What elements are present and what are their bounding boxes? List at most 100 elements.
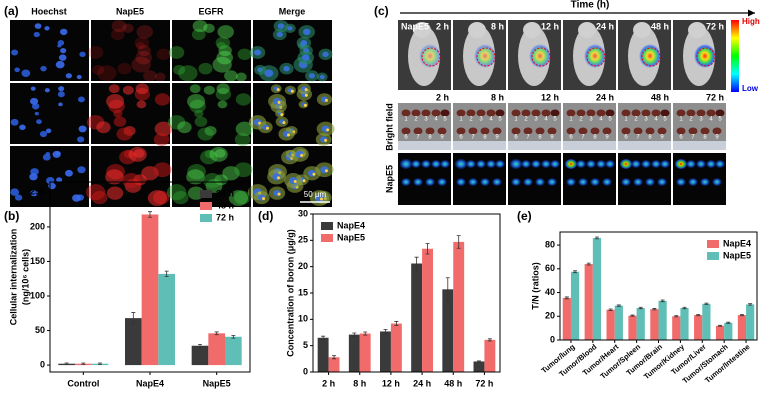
nucleus (57, 91, 65, 98)
nucleus (283, 65, 290, 72)
error-bar (608, 308, 613, 311)
organ-number: 5 (498, 117, 502, 123)
error-bar (64, 362, 69, 365)
cell (235, 72, 247, 82)
organ (413, 127, 423, 135)
nucleus (56, 177, 63, 183)
cell (87, 46, 104, 59)
cell (187, 94, 206, 109)
bar (672, 316, 681, 340)
y-tick-label: 80 (545, 239, 555, 249)
organ (651, 109, 661, 117)
tumor-signal (419, 44, 441, 68)
bar (473, 361, 485, 372)
colorbar (731, 20, 739, 92)
organ-number: 7 (416, 135, 420, 141)
organ-signal (480, 178, 490, 186)
bar (584, 264, 593, 340)
organ-signal (523, 178, 533, 186)
y-tick-label: 150 (30, 256, 45, 266)
cell (194, 116, 208, 127)
error-bar (696, 314, 701, 317)
cell (131, 56, 151, 73)
y-tick-label: 100 (30, 290, 45, 300)
nucleus (308, 73, 315, 79)
spot (324, 98, 328, 102)
error-bar (704, 302, 709, 305)
y-axis-title: (ng/10⁶ cells) (20, 249, 30, 305)
y-tick-label: 40 (545, 287, 555, 297)
nucleus (77, 96, 85, 103)
nucleus (55, 60, 65, 69)
ruler (618, 141, 671, 150)
y-tick-label: 20 (545, 311, 555, 321)
organ-number: 7 (691, 135, 695, 141)
y-axis-title: Cellular internalization (8, 229, 18, 326)
error-bar (445, 277, 450, 302)
cell (166, 184, 187, 201)
error-bar (231, 334, 236, 339)
nucleus (254, 49, 262, 56)
organ (706, 109, 716, 117)
cell (106, 94, 125, 109)
scale-bar-label: 50 μm (304, 190, 327, 199)
bar (390, 323, 402, 372)
legend-label: NapE4 (337, 220, 365, 230)
organ (421, 109, 431, 117)
error-bar (564, 296, 569, 300)
organ (486, 109, 496, 117)
tumor-signal (694, 44, 716, 68)
organ-number: 2 (579, 117, 583, 123)
bar (592, 237, 602, 340)
bar (606, 309, 615, 340)
nucleus (78, 125, 87, 133)
organ-number: 1 (624, 117, 628, 123)
organ (521, 109, 531, 117)
organ-signal (696, 160, 706, 168)
colorbar-high: High (742, 17, 760, 26)
cell (135, 50, 152, 65)
organ (566, 109, 576, 117)
cell (178, 65, 198, 82)
nucleus (14, 67, 20, 73)
y-tick-label: 250 (30, 187, 45, 197)
organ (715, 109, 725, 117)
organ-signal (547, 178, 557, 186)
nucleus (77, 136, 85, 143)
time-label: 72 h (706, 21, 724, 31)
error-bar (98, 362, 102, 365)
y-tick-label: 15 (298, 287, 308, 297)
cell (186, 169, 205, 185)
cell (153, 132, 170, 146)
organ (641, 109, 651, 117)
spot (303, 103, 307, 107)
y-tick-label: 50 (35, 325, 45, 335)
organ (468, 127, 478, 135)
organ (495, 109, 505, 117)
bar (737, 315, 747, 340)
organ (550, 109, 560, 117)
nucleus (36, 119, 42, 125)
organ-number: 2 (524, 117, 528, 123)
cell (110, 28, 125, 41)
nucleus (21, 69, 31, 77)
cell (217, 100, 228, 109)
error-bar (748, 303, 753, 306)
organ-number: 3 (424, 117, 428, 123)
time-label: 24 h (596, 21, 614, 31)
organ (411, 109, 421, 117)
bar (453, 241, 465, 372)
mouse-head (468, 22, 486, 38)
legend-label: NapE5 (723, 250, 751, 260)
nucleus (302, 28, 311, 36)
legend-label: 24 h (216, 188, 234, 198)
x-tick-label: Control (67, 378, 99, 388)
time-axis-title: Time (h) (571, 0, 610, 11)
nucleus (58, 102, 63, 107)
organ-signal (440, 160, 450, 168)
spot (324, 138, 328, 142)
legend-swatch (707, 252, 719, 260)
cell (177, 121, 192, 134)
nucleus (34, 23, 42, 29)
cell (136, 100, 147, 109)
